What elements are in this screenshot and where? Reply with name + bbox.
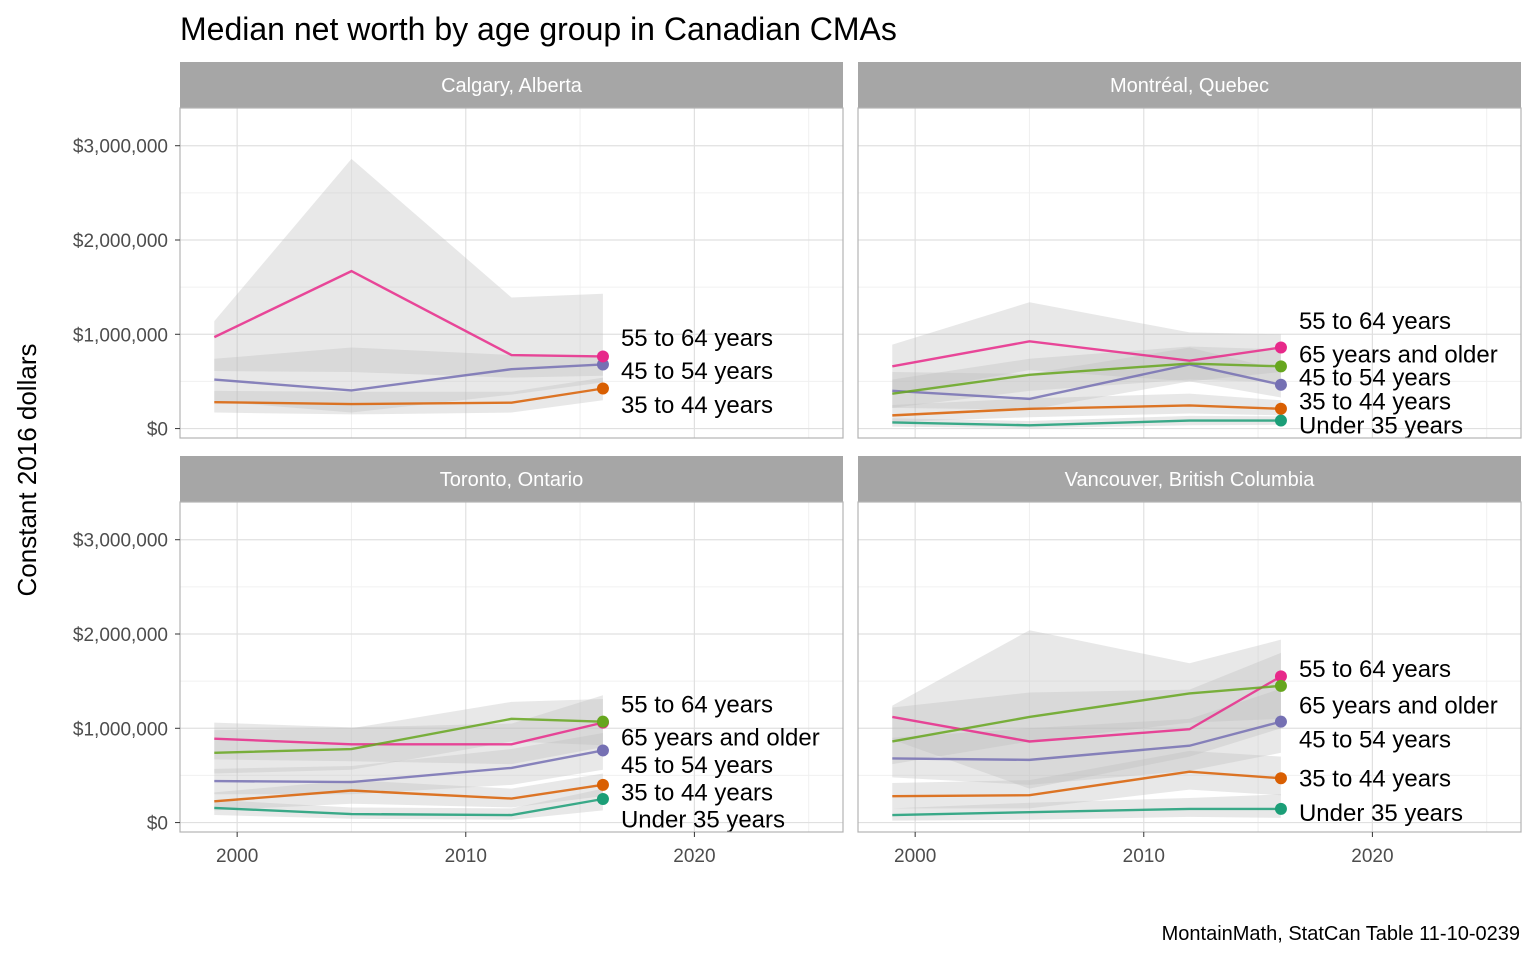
y-tick-label: $2,000,000 xyxy=(73,625,168,646)
panel-border xyxy=(179,107,844,439)
ribbon-45-to-54-years xyxy=(214,347,603,413)
panel-montreal-quebec: Montréal, Quebec 55 to 64 years 65 years a… xyxy=(857,62,1522,439)
end-point-under-35-years xyxy=(596,793,609,805)
panel-toronto-ontario: Toronto, Ontario 55 to 64 years 65 years a… xyxy=(73,456,844,867)
end-label-55-to-64-years: 55 to 64 years xyxy=(621,692,773,719)
series-line-55-to-64-years xyxy=(214,721,604,746)
series-line-45-to-54-years xyxy=(892,363,1282,401)
ribbon-65-years-and-older xyxy=(892,346,1281,408)
x-tick-label: 2010 xyxy=(445,846,487,867)
x-tick-label: 2020 xyxy=(673,846,715,867)
series-line-45-to-54-years xyxy=(892,720,1282,762)
ribbon-35-to-44-years xyxy=(214,377,603,415)
ribbon-55-to-64-years xyxy=(214,695,603,765)
y-axis-label: Constant 2016 dollars xyxy=(12,344,42,597)
chart-title: Median net worth by age group in Canadia… xyxy=(180,11,897,47)
panel-background xyxy=(180,502,843,832)
y-tick-label: $3,000,000 xyxy=(73,531,168,552)
x-tick-label: 2010 xyxy=(1123,846,1165,867)
ribbon-65-years-and-older xyxy=(214,699,603,774)
end-label-55-to-64-years: 55 to 64 years xyxy=(1299,656,1451,683)
end-label-45-to-54-years: 45 to 54 years xyxy=(621,358,773,385)
panel-strip xyxy=(858,62,1521,108)
x-tick-label: 2000 xyxy=(216,846,258,867)
x-tick-label: 2000 xyxy=(894,846,936,867)
end-point-65-years-and-older xyxy=(1274,679,1287,692)
end-label-35-to-44-years: 35 to 44 years xyxy=(621,779,773,806)
end-point-under-35-years xyxy=(1274,414,1287,427)
end-point-35-to-44-years xyxy=(1274,402,1287,415)
end-label-35-to-44-years: 35 to 44 years xyxy=(621,392,773,419)
series-line-under-35-years xyxy=(214,797,604,817)
x-tick-label: 2020 xyxy=(1351,846,1393,867)
panel-background xyxy=(180,108,843,438)
series-line-65-years-and-older xyxy=(214,717,603,754)
panel-strip-label: Montréal, Quebec xyxy=(1110,75,1269,97)
end-label-35-to-44-years: 35 to 44 years xyxy=(1299,389,1451,416)
end-point-55-to-64-years xyxy=(596,350,609,363)
panel-strip-label: Toronto, Ontario xyxy=(440,469,583,491)
end-point-35-to-44-years xyxy=(1274,772,1287,785)
series-line-45-to-54-years xyxy=(214,749,604,784)
end-label-55-to-64-years: 55 to 64 years xyxy=(1299,308,1451,335)
series-line-55-to-64-years xyxy=(892,340,1282,368)
series-line-under-35-years xyxy=(892,419,1281,427)
ribbon-55-to-64-years xyxy=(214,158,603,378)
series-line-55-to-64-years xyxy=(213,269,603,358)
y-tick-label: $3,000,000 xyxy=(73,137,168,158)
end-point-45-to-54-years xyxy=(596,744,609,757)
y-tick-label: $0 xyxy=(147,420,168,441)
end-label-65-years-and-older: 65 years and older xyxy=(1299,693,1498,720)
end-point-45-to-54-years xyxy=(1274,715,1287,728)
end-label-under-35-years: Under 35 years xyxy=(1299,412,1463,439)
y-tick-label: $1,000,000 xyxy=(73,719,168,740)
end-point-65-years-and-older xyxy=(1274,360,1287,373)
series-line-45-to-54-years xyxy=(214,363,604,392)
end-point-45-to-54-years xyxy=(1274,378,1287,391)
series-line-35-to-44-years xyxy=(892,770,1282,798)
panel-strip xyxy=(180,62,843,108)
series-line-35-to-44-years xyxy=(214,387,604,406)
end-point-55-to-64-years xyxy=(1274,341,1287,354)
end-label-under-35-years: Under 35 years xyxy=(1299,800,1463,827)
end-label-45-to-54-years: 45 to 54 years xyxy=(1299,365,1451,392)
series-line-35-to-44-years xyxy=(214,783,604,803)
panel-border xyxy=(179,501,844,833)
panel-strip-label: Calgary, Alberta xyxy=(441,75,583,97)
panel-strip xyxy=(180,456,843,502)
end-label-35-to-44-years: 35 to 44 years xyxy=(1299,765,1451,792)
end-point-under-35-years xyxy=(1274,802,1287,815)
end-label-55-to-64-years: 55 to 64 years xyxy=(621,325,773,352)
series-line-65-years-and-older xyxy=(892,684,1282,743)
chart-caption: MontainMath, StatCan Table 11-10-0239 xyxy=(1162,923,1520,945)
end-point-35-to-44-years xyxy=(596,382,609,395)
end-point-35-to-44-years xyxy=(596,778,609,791)
end-label-45-to-54-years: 45 to 54 years xyxy=(621,752,773,779)
panels: Calgary, Alberta 55 to 64 years 45 to 54 y… xyxy=(73,62,1522,867)
end-label-under-35-years: Under 35 years xyxy=(621,807,785,834)
panel-border xyxy=(857,501,1522,833)
panel-strip-label: Vancouver, British Columbia xyxy=(1065,469,1316,491)
end-label-45-to-54-years: 45 to 54 years xyxy=(1299,727,1451,754)
series-line-65-years-and-older xyxy=(892,362,1281,395)
y-tick-label: $0 xyxy=(147,814,168,835)
y-tick-label: $1,000,000 xyxy=(73,325,168,346)
end-label-65-years-and-older: 65 years and older xyxy=(621,725,820,752)
y-tick-label: $2,000,000 xyxy=(73,231,168,252)
end-point-65-years-and-older xyxy=(596,715,609,728)
end-label-65-years-and-older: 65 years and older xyxy=(1299,342,1498,369)
panel-background xyxy=(858,502,1521,832)
ribbon-45-to-54-years xyxy=(214,733,603,795)
panel-border xyxy=(857,107,1522,439)
series-line-under-35-years xyxy=(892,807,1281,817)
ribbon-35-to-44-years xyxy=(892,750,1281,809)
series-line-35-to-44-years xyxy=(892,404,1281,417)
panel-calgary-alberta: Calgary, Alberta 55 to 64 years 45 to 54 y… xyxy=(73,62,844,441)
ribbon-35-to-44-years xyxy=(214,773,603,811)
end-point-55-to-64-years xyxy=(1274,670,1287,683)
panel-vancouver-british-columbia: Vancouver, British Columbia 55 to 64 year… xyxy=(857,456,1522,867)
panel-strip xyxy=(858,456,1521,502)
